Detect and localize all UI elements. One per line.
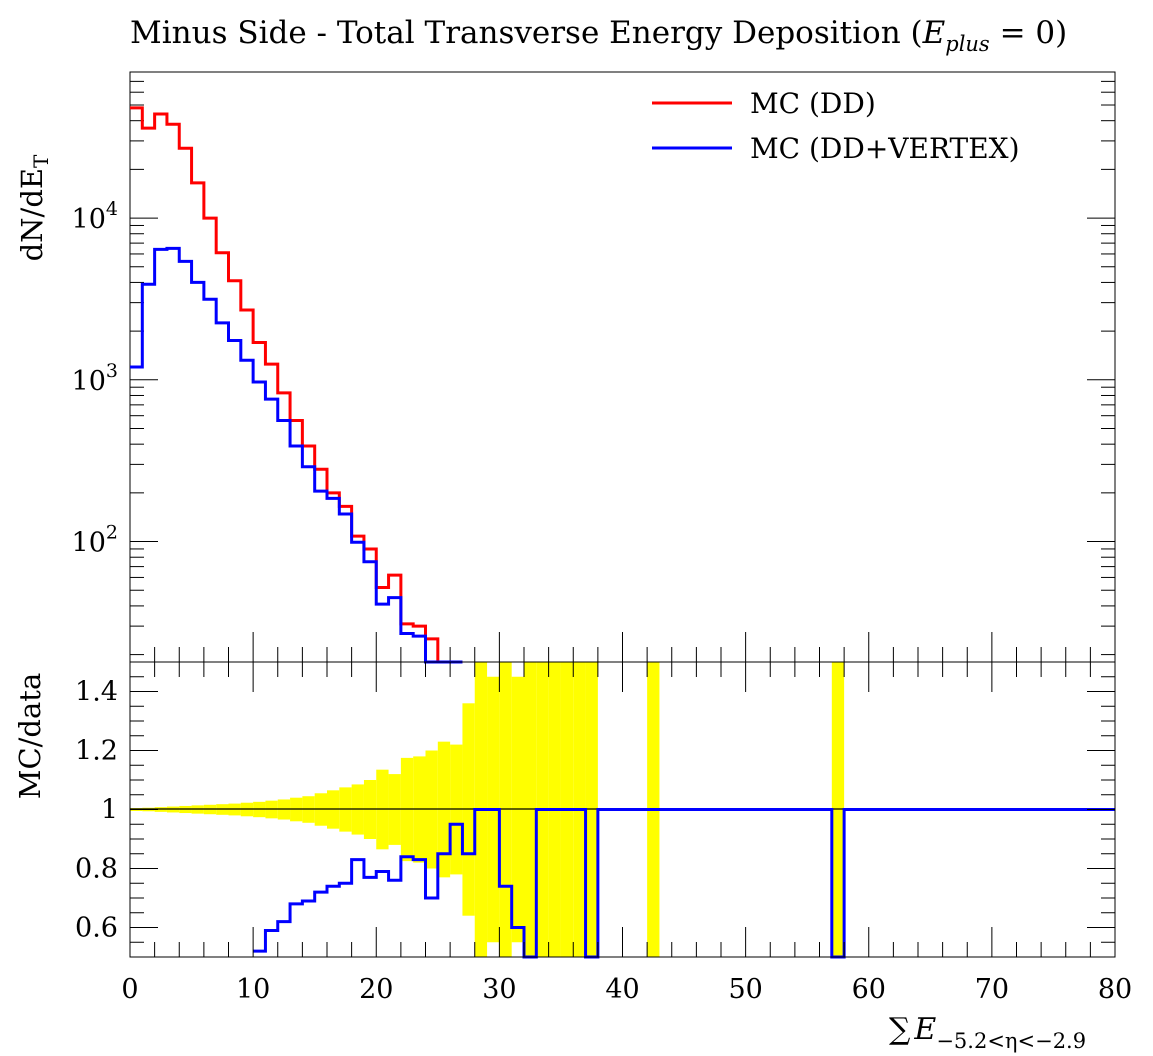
ytick-base: 10 bbox=[72, 204, 106, 235]
xtick-label: 0 bbox=[121, 974, 138, 1005]
chart-title: Minus Side - Total Transverse Energy Dep… bbox=[130, 15, 1067, 56]
bottom-ytick-label: 0.8 bbox=[75, 854, 118, 885]
xtick-label: 20 bbox=[359, 974, 393, 1005]
xtick-label: 70 bbox=[975, 974, 1009, 1005]
ytick-base: 10 bbox=[72, 366, 106, 397]
bottom-panel: 0.60.811.21.4 0 10 20 30 40 50 60 70 80 MC/data … bbox=[13, 661, 1132, 1053]
xtick-label: 80 bbox=[1098, 974, 1132, 1005]
xtick-label: 40 bbox=[605, 974, 639, 1005]
xtick-label: 50 bbox=[728, 974, 762, 1005]
bottom-ylabel: MC/data bbox=[13, 673, 47, 799]
xtick-label: 30 bbox=[482, 974, 516, 1005]
ratio-mc-dd-vertex-line bbox=[253, 808, 1115, 959]
title-var-sub: plus bbox=[945, 32, 990, 56]
title-main: Minus Side - Total Transverse Energy Dep… bbox=[130, 15, 923, 51]
ratio-series-group bbox=[253, 808, 1115, 959]
top-ytick-label: 104 bbox=[72, 198, 118, 235]
xtick-labels: 0 10 20 30 40 50 60 70 80 bbox=[121, 974, 1132, 1005]
ytick-base: 10 bbox=[72, 528, 106, 559]
legend-label-dd-vertex: MC (DD+VERTEX) bbox=[750, 132, 1020, 165]
ytick-exponent: 2 bbox=[106, 522, 118, 544]
legend: MC (DD) MC (DD+VERTEX) bbox=[652, 87, 1020, 165]
bottom-ytick-label: 1 bbox=[101, 795, 118, 826]
xlabel-var: E bbox=[913, 1012, 936, 1047]
bottom-ticks bbox=[129, 661, 1116, 958]
xlabel: ∑ E−5.2<η<−2.9 bbox=[889, 1012, 1086, 1053]
series-mc-dd-line bbox=[130, 106, 463, 664]
legend-label-dd: MC (DD) bbox=[750, 87, 876, 120]
xtick-label: 10 bbox=[236, 974, 270, 1005]
xtick-label: 60 bbox=[852, 974, 886, 1005]
top-ylabel-sub: T bbox=[29, 154, 53, 168]
bottom-ytick-label: 1.4 bbox=[75, 677, 118, 708]
xlabel-symbol: ∑ bbox=[889, 1012, 911, 1047]
ytick-exponent: 3 bbox=[106, 360, 118, 382]
top-ylabel-main: dN/dE bbox=[15, 168, 49, 261]
top-series-group bbox=[130, 106, 463, 664]
bottom-ytick-label: 1.2 bbox=[75, 736, 118, 767]
ytick-exponent: 4 bbox=[106, 198, 118, 220]
top-ytick-label: 102 bbox=[72, 522, 118, 559]
xlabel-sub: −5.2<η<−2.9 bbox=[936, 1029, 1086, 1053]
bottom-ytick-labels: 0.6 0.8 1 1.2 1.4 bbox=[75, 677, 118, 944]
title-var: E bbox=[922, 15, 946, 51]
top-ytick-label: 103 bbox=[72, 360, 118, 397]
title-tail: = 0) bbox=[990, 15, 1068, 51]
bottom-ytick-label: 0.6 bbox=[75, 913, 118, 944]
series-mc-dd-vertex-line bbox=[130, 246, 463, 664]
top-ylabel: dN/dET bbox=[15, 154, 53, 261]
